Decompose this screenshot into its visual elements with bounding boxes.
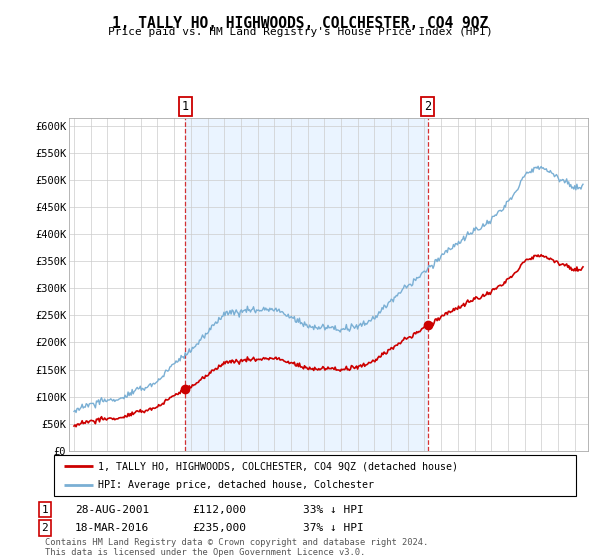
Text: 33% ↓ HPI: 33% ↓ HPI (303, 505, 364, 515)
Text: 28-AUG-2001: 28-AUG-2001 (75, 505, 149, 515)
Text: 1, TALLY HO, HIGHWOODS, COLCHESTER, CO4 9QZ: 1, TALLY HO, HIGHWOODS, COLCHESTER, CO4 … (112, 16, 488, 31)
Text: Contains HM Land Registry data © Crown copyright and database right 2024.
This d: Contains HM Land Registry data © Crown c… (45, 538, 428, 557)
Text: 2: 2 (41, 523, 49, 533)
Text: 1, TALLY HO, HIGHWOODS, COLCHESTER, CO4 9QZ (detached house): 1, TALLY HO, HIGHWOODS, COLCHESTER, CO4 … (98, 461, 458, 471)
Bar (185, 118, 428, 451)
Text: £235,000: £235,000 (192, 523, 246, 533)
Text: Price paid vs. HM Land Registry's House Price Index (HPI): Price paid vs. HM Land Registry's House … (107, 27, 493, 37)
FancyBboxPatch shape (54, 455, 576, 496)
Text: 37% ↓ HPI: 37% ↓ HPI (303, 523, 364, 533)
Text: £112,000: £112,000 (192, 505, 246, 515)
Text: 1: 1 (41, 505, 49, 515)
Text: HPI: Average price, detached house, Colchester: HPI: Average price, detached house, Colc… (98, 480, 374, 489)
Text: 18-MAR-2016: 18-MAR-2016 (75, 523, 149, 533)
Text: 2: 2 (424, 100, 431, 114)
Text: 1: 1 (182, 100, 189, 114)
